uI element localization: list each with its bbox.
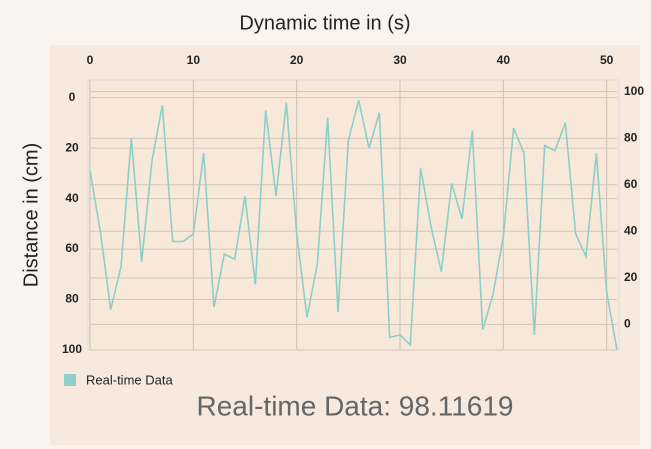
y2-tick-label: 40 xyxy=(624,223,638,237)
y-tick-label: 60 xyxy=(65,241,79,255)
legend-label: Real-time Data xyxy=(86,372,173,387)
y2-tick-label: 20 xyxy=(624,270,638,284)
y-tick-label: 100 xyxy=(62,342,82,356)
y2-tick-label: 60 xyxy=(624,177,638,191)
y-axis-label: Distance in (cm) xyxy=(20,143,42,287)
x-tick-label: 20 xyxy=(290,53,304,67)
chart-title: Dynamic time in (s) xyxy=(239,12,410,34)
x-tick-label: 40 xyxy=(497,53,511,67)
legend-swatch xyxy=(64,374,76,386)
chart: Dynamic time in (s) Distance in (cm) Rea… xyxy=(0,0,651,449)
x-tick-label: 0 xyxy=(87,53,94,67)
y-tick-label: 20 xyxy=(65,140,79,154)
y2-tick-label: 80 xyxy=(624,130,638,144)
y-tick-label: 80 xyxy=(65,292,79,306)
x-tick-label: 30 xyxy=(393,53,407,67)
y-tick-label: 0 xyxy=(69,90,76,104)
y2-tick-label: 100 xyxy=(624,84,644,98)
x-tick-label: 50 xyxy=(600,53,614,67)
x-tick-label: 10 xyxy=(187,53,201,67)
live-value: Real-time Data: 98.11619 xyxy=(197,390,514,421)
y-tick-label: 40 xyxy=(65,191,79,205)
y2-tick-label: 0 xyxy=(624,317,631,331)
